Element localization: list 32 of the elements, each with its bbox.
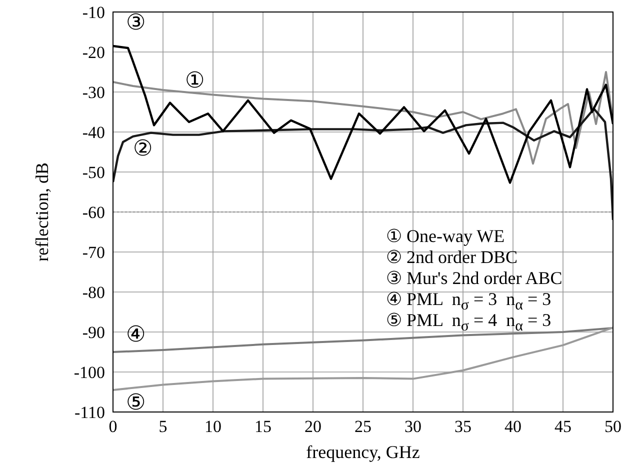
x-tick-label: 5 — [158, 417, 168, 436]
y-tick-label: -110 — [74, 403, 105, 422]
x-tick-label: 15 — [254, 417, 272, 436]
x-tick-label: 35 — [454, 417, 472, 436]
annotation: ③ — [126, 10, 146, 34]
annotation: ④ — [126, 322, 146, 346]
y-tick-label: -10 — [82, 3, 105, 22]
y-axis-title: reflection, dB — [32, 162, 52, 262]
y-tick-label: -60 — [82, 203, 105, 222]
x-tick-label: 40 — [504, 417, 522, 436]
x-tick-label: 25 — [354, 417, 372, 436]
y-tick-label: -80 — [82, 283, 105, 302]
annotation: ② 2nd order DBC — [386, 247, 518, 267]
annotation: ① One-way WE — [386, 226, 505, 246]
x-tick-label: 50 — [604, 417, 622, 436]
y-tick-label: -40 — [82, 123, 105, 142]
y-tick-label: -100 — [74, 363, 105, 382]
annotation: ③ Mur's 2nd order ABC — [386, 268, 562, 288]
annotation: ① — [185, 68, 205, 92]
annotation: ② — [133, 136, 153, 160]
x-tick-label: 20 — [304, 417, 322, 436]
y-tick-label: -70 — [82, 243, 105, 262]
y-tick-label: -90 — [82, 323, 105, 342]
annotation: ⑤ — [126, 390, 146, 414]
x-axis-title: frequency, GHz — [306, 442, 420, 462]
x-tick-label: 0 — [108, 417, 118, 436]
y-tick-label: -20 — [82, 43, 105, 62]
x-tick-label: 30 — [404, 417, 422, 436]
x-tick-label: 10 — [204, 417, 222, 436]
y-tick-label: -50 — [82, 163, 105, 182]
x-tick-label: 45 — [554, 417, 572, 436]
y-tick-label: -30 — [82, 83, 105, 102]
